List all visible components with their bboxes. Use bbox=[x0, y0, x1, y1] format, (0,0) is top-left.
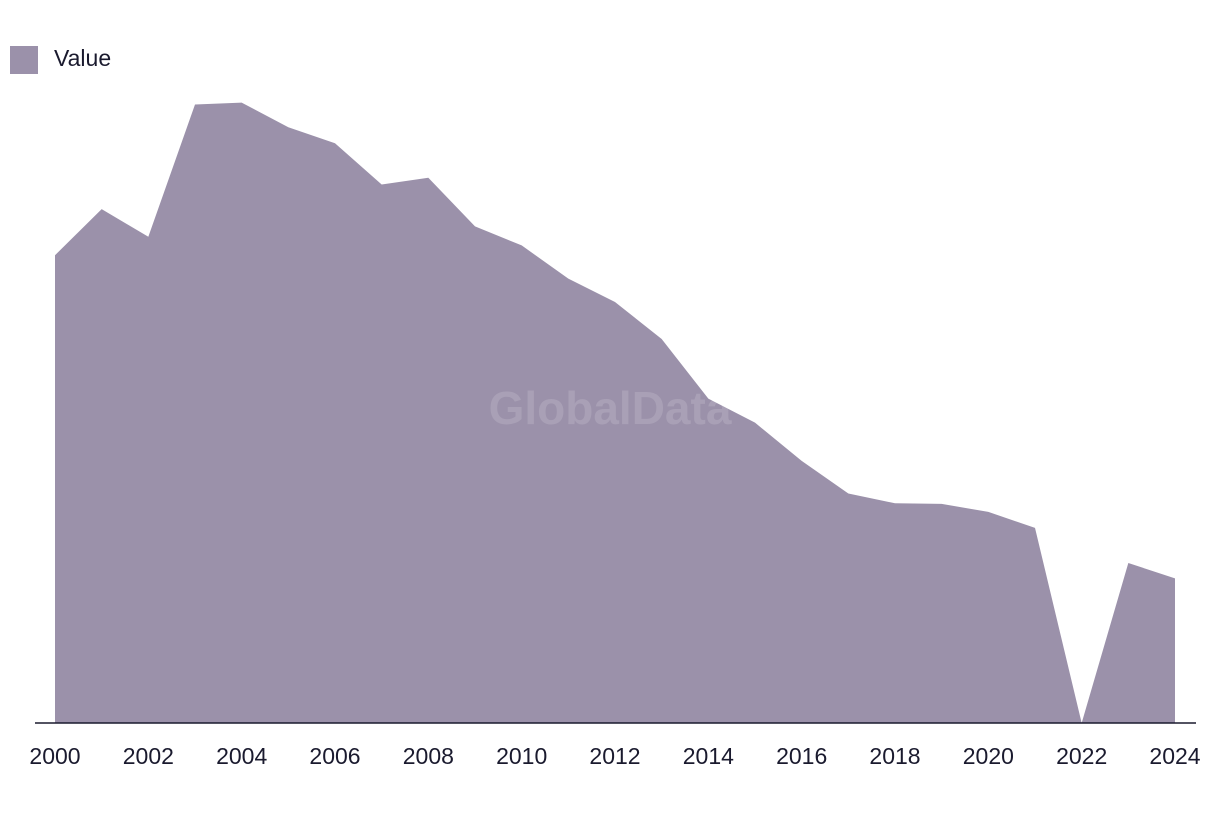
watermark: GlobalData bbox=[489, 382, 732, 434]
x-tick-label: 2016 bbox=[776, 743, 827, 769]
legend: Value bbox=[10, 45, 111, 74]
x-tick-label: 2004 bbox=[216, 743, 267, 769]
legend-swatch-value bbox=[10, 46, 38, 74]
x-tick-label: 2024 bbox=[1149, 743, 1200, 769]
x-tick-label: 2008 bbox=[403, 743, 454, 769]
x-tick-label: 2022 bbox=[1056, 743, 1107, 769]
x-tick-label: 2018 bbox=[869, 743, 920, 769]
x-tick-label: 2020 bbox=[963, 743, 1014, 769]
legend-label-value: Value bbox=[54, 45, 111, 71]
x-tick-label: 2002 bbox=[123, 743, 174, 769]
x-tick-label: 2000 bbox=[29, 743, 80, 769]
x-tick-label: 2012 bbox=[589, 743, 640, 769]
x-tick-label: 2006 bbox=[309, 743, 360, 769]
x-tick-label: 2014 bbox=[683, 743, 734, 769]
area-series-value bbox=[55, 102, 1175, 724]
x-axis-tick-labels: 2000 2002 2004 2006 2008 2010 2012 2014 2016 2018… bbox=[29, 743, 1200, 769]
x-tick-label: 2010 bbox=[496, 743, 547, 769]
